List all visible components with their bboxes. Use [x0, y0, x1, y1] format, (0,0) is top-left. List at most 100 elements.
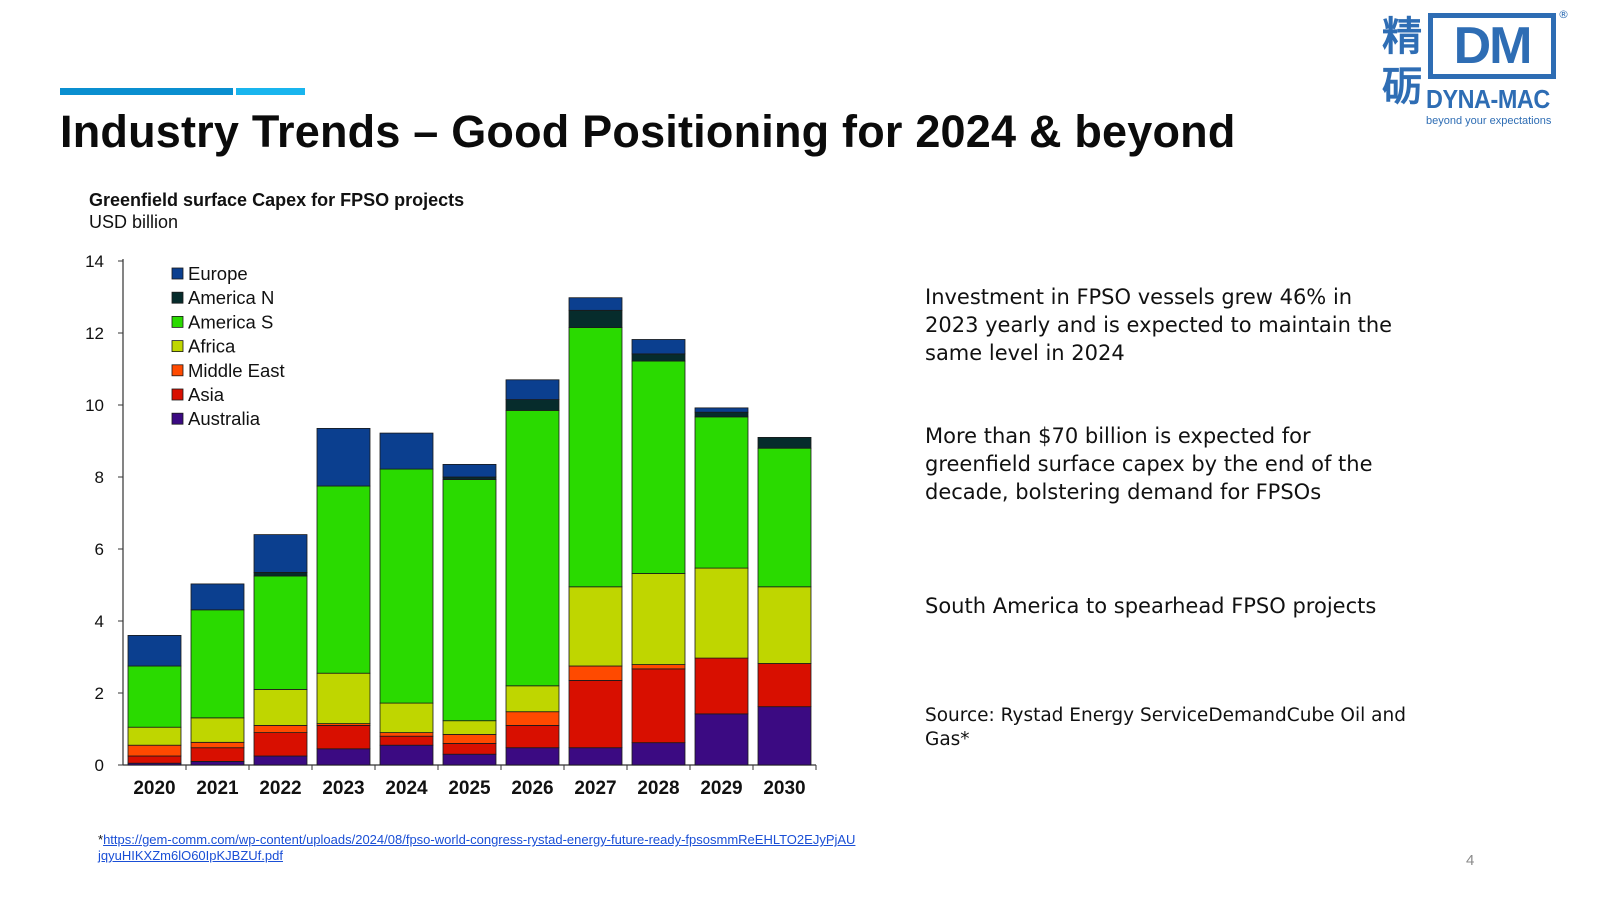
x-tick-label: 2030 [763, 778, 805, 799]
x-tick-label: 2026 [511, 778, 553, 799]
bar-segment-asia [568, 680, 623, 749]
y-tick-label: 6 [95, 540, 104, 559]
legend-swatch [171, 340, 184, 353]
legend-swatch [171, 291, 184, 304]
bar-segment-africa [505, 685, 560, 713]
bar-segment-asia [316, 725, 371, 750]
bar-segment-asia [190, 747, 245, 762]
legend-label: Australia [188, 408, 261, 429]
legend-label: Middle East [188, 360, 285, 381]
bar-segment-middle-east [568, 665, 623, 681]
page-title: Industry Trends – Good Positioning for 2… [60, 106, 1236, 157]
x-tick-label: 2020 [133, 778, 175, 799]
bar-segment-america-n [631, 353, 686, 362]
logo-dm-text: DM [1453, 17, 1533, 75]
bar-segment-africa [253, 689, 308, 726]
bar-segment-asia [253, 732, 308, 757]
legend-label: Asia [188, 384, 225, 405]
bullet-south-america: South America to spearhead FPSO projects [925, 594, 1377, 618]
bar-segment-africa [442, 720, 497, 735]
title-accent-bar-long [60, 88, 233, 95]
bar-segment-australia [757, 706, 812, 766]
bar-segment-america-s [253, 575, 308, 690]
y-tick-label: 4 [95, 612, 104, 631]
bar-segment-america-n [505, 399, 560, 411]
y-tick-label: 12 [85, 324, 104, 343]
x-tick-label: 2022 [259, 778, 301, 799]
bar-segment-europe [442, 463, 497, 478]
y-tick-label: 2 [95, 684, 104, 703]
bar-segment-africa [757, 586, 812, 664]
bar-segment-africa [316, 672, 371, 725]
bar-segment-africa [694, 567, 749, 659]
bar-segment-europe [379, 432, 434, 470]
footnote: *https://gem-comm.com/wp-content/uploads… [98, 832, 858, 864]
x-tick-label: 2029 [700, 778, 742, 799]
bar-segment-europe [631, 339, 686, 355]
bar-segment-europe [694, 407, 749, 413]
bar-segment-africa [568, 586, 623, 667]
legend-swatch [171, 412, 184, 425]
legend-swatch [171, 364, 184, 377]
logo-chinese-characters: 精砺 [1382, 14, 1422, 110]
y-tick-label: 10 [85, 396, 104, 415]
legend-label: America S [188, 311, 273, 332]
bullet-investment-growth: Investment in FPSO vessels grew 46% in 2… [925, 285, 1393, 365]
bar-segment-america-s [190, 609, 245, 719]
chart-title: Greenfield surface Capex for FPSO projec… [89, 190, 465, 210]
bar-segment-asia [505, 725, 560, 749]
bar-segment-asia [757, 663, 812, 708]
x-tick-label: 2028 [637, 778, 679, 799]
bar-segment-australia [316, 748, 371, 766]
bar-segment-australia [568, 747, 623, 766]
bar-segment-asia [379, 735, 434, 746]
footnote-marker: * [98, 832, 104, 847]
legend-swatch [171, 267, 184, 280]
bar-segment-australia [505, 747, 560, 766]
legend-swatch [171, 315, 184, 328]
logo-dm-mark: DM [1428, 13, 1556, 79]
bar-segment-middle-east [505, 711, 560, 726]
page-number: 4 [1466, 852, 1475, 869]
bar-segment-america-s [316, 485, 371, 674]
bar-segment-asia [631, 668, 686, 744]
bar-segment-asia [127, 755, 182, 764]
bar-segment-europe [190, 583, 245, 611]
bar-segment-america-s [757, 447, 812, 588]
bullet-capex-forecast: More than $70 billion is expected for gr… [925, 424, 1373, 504]
company-logo: 精砺 DM ® DYNA-MAC beyond your expectation… [1378, 8, 1593, 133]
bar-segment-europe [505, 379, 560, 400]
bar-segment-asia [694, 657, 749, 715]
y-tick-label: 8 [95, 468, 104, 487]
stacked-bar-chart: 0 2 4 6 8 10 12 14 2020 2021 2022 2023 2024 2025 2026 2… [85, 252, 817, 799]
bar-segment-america-s [127, 665, 182, 728]
title-accent-bar-short [236, 88, 305, 95]
y-tick-label: 0 [95, 756, 104, 775]
bar-segment-america-s [694, 416, 749, 569]
bar-segment-middle-east [127, 744, 182, 757]
bar-segment-middle-east [631, 664, 686, 670]
bar-segment-america-s [442, 479, 497, 722]
bar-segment-australia [631, 742, 686, 766]
bar-segment-australia [442, 753, 497, 766]
bar-segment-europe [316, 427, 371, 487]
source-note: Source: Rystad Energy ServiceDemandCube … [925, 705, 1406, 750]
x-tick-label: 2025 [448, 778, 491, 799]
bar-segment-africa [190, 717, 245, 743]
legend-label: Europe [188, 263, 248, 284]
bar-segment-middle-east [253, 725, 308, 734]
bar-segment-middle-east [442, 734, 497, 744]
x-tick-label: 2024 [385, 778, 428, 799]
bar-segment-australia [379, 744, 434, 766]
footnote-link[interactable]: https://gem-comm.com/wp-content/uploads/… [98, 832, 856, 863]
legend-label: America N [188, 287, 274, 308]
bar-segment-middle-east [379, 732, 434, 737]
bar-segment-america-n [757, 436, 812, 449]
bar-segment-america-s [505, 409, 560, 687]
logo-brand-name: DYNA-MAC [1426, 84, 1550, 114]
bar-segment-africa [379, 702, 434, 734]
bar-segment-middle-east [190, 741, 245, 749]
bar-segment-australia [694, 713, 749, 766]
bar-segment-australia [253, 755, 308, 766]
bar-segment-africa [127, 726, 182, 746]
